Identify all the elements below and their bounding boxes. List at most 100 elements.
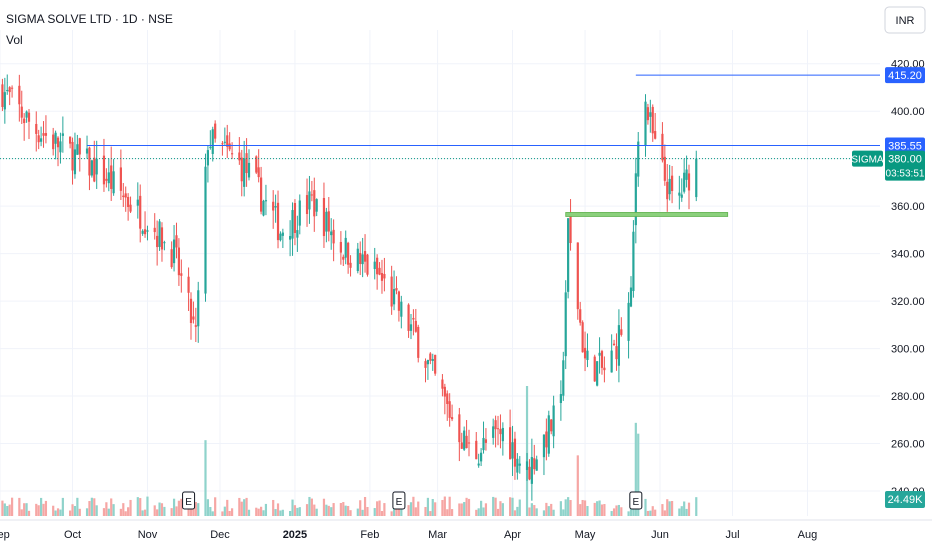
candle-body (446, 393, 449, 404)
volume-bar (172, 498, 176, 516)
candle-body (170, 249, 173, 268)
candle-body (146, 230, 149, 232)
level-price-text: 415.20 (888, 70, 922, 82)
candle-body (443, 386, 446, 397)
candle-body (1, 84, 4, 107)
candle-body (339, 241, 342, 253)
horizontal-levels[interactable] (0, 74, 880, 217)
candle-body (434, 354, 437, 374)
candle-body (559, 394, 562, 404)
volume-indicator-label[interactable]: Vol (6, 33, 23, 47)
candle-body (3, 92, 6, 110)
y-tick-label: 400.00 (891, 106, 925, 118)
candle-body (257, 167, 260, 178)
volume-bar (644, 498, 647, 516)
candle-body (441, 379, 444, 389)
volume-bar (458, 503, 461, 516)
candle-body (293, 203, 297, 233)
candle-body (172, 239, 176, 264)
volume-bar (467, 498, 471, 516)
volume-bar (395, 507, 398, 516)
volume-bar (347, 505, 350, 516)
x-tick-label: Oct (64, 529, 81, 541)
volume-bar (6, 505, 9, 516)
candle-body (259, 177, 263, 212)
candle-body (187, 276, 190, 293)
candle-body (88, 147, 91, 176)
volume-bar (637, 433, 640, 516)
candle-body (20, 106, 23, 118)
candle-body (93, 157, 96, 182)
candle-body (499, 429, 502, 435)
volume-bar (576, 455, 579, 516)
volume-bar (518, 499, 521, 516)
volume-bar (441, 499, 444, 516)
candle-body (509, 427, 512, 460)
x-tick-label: Nov (138, 529, 158, 541)
candle-body (598, 352, 601, 356)
volume-bar (663, 510, 666, 516)
earnings-marker-label: E (396, 497, 403, 508)
y-tick-label: 280.00 (891, 391, 925, 403)
x-tick-label: Dec (210, 529, 230, 541)
volume-bar (243, 499, 246, 516)
candle-body (615, 346, 618, 360)
candle-body (102, 155, 106, 185)
candle-body (122, 195, 125, 198)
candle-body (325, 211, 328, 232)
candle-body (356, 248, 359, 272)
candle-body (153, 227, 156, 233)
volume-bar (69, 510, 72, 516)
volume-bar (547, 506, 550, 516)
candle-body (467, 442, 471, 444)
candle-body (583, 347, 587, 359)
candle-body (160, 227, 164, 250)
x-tick-label: Jun (651, 529, 669, 541)
volume-bar (646, 510, 650, 516)
volume-bar (509, 497, 512, 516)
candle-body (390, 276, 393, 307)
volume-bar (533, 505, 536, 516)
volume-bar (484, 503, 488, 516)
candle-body (479, 452, 483, 462)
volume-bar (600, 504, 604, 516)
volume-bar (327, 505, 330, 516)
candle-body (61, 133, 64, 136)
last-price-countdown: 03:53:51 (886, 169, 925, 180)
candle-body (209, 146, 212, 148)
volume-bar (429, 511, 432, 516)
volume-bar (129, 499, 132, 516)
volume-bar (400, 505, 403, 516)
volume-bar (262, 510, 265, 516)
candle-body (347, 242, 350, 265)
volume-bar (530, 503, 533, 516)
candle-body (296, 230, 299, 238)
volume-bar (612, 508, 616, 516)
candle-body (378, 267, 381, 275)
candle-body (228, 143, 231, 150)
candle-body (274, 206, 277, 208)
x-tick-label: May (575, 529, 596, 541)
volume-bar (443, 496, 446, 516)
candle-body (610, 350, 613, 373)
x-tick-label: Mar (428, 529, 447, 541)
candle-body (226, 135, 229, 147)
candle-body (496, 428, 500, 430)
candle-body (243, 158, 246, 187)
candle-body (586, 350, 589, 361)
time-axis[interactable]: Sep Oct Nov Dec 2025 Feb Mar Apr May Jun Jul Aug (0, 519, 932, 541)
candle-body (211, 129, 214, 154)
volume-bar (39, 497, 43, 516)
candle-body (569, 214, 572, 244)
candle-body (141, 230, 144, 234)
candle-body (25, 111, 28, 118)
candle-body (501, 427, 504, 442)
volume-bar (550, 503, 553, 516)
candle-body (668, 178, 671, 195)
volume-bar (501, 503, 504, 516)
currency-button[interactable] (884, 6, 926, 34)
candle-body (414, 320, 417, 332)
y-tick-label: 340.00 (891, 249, 925, 261)
